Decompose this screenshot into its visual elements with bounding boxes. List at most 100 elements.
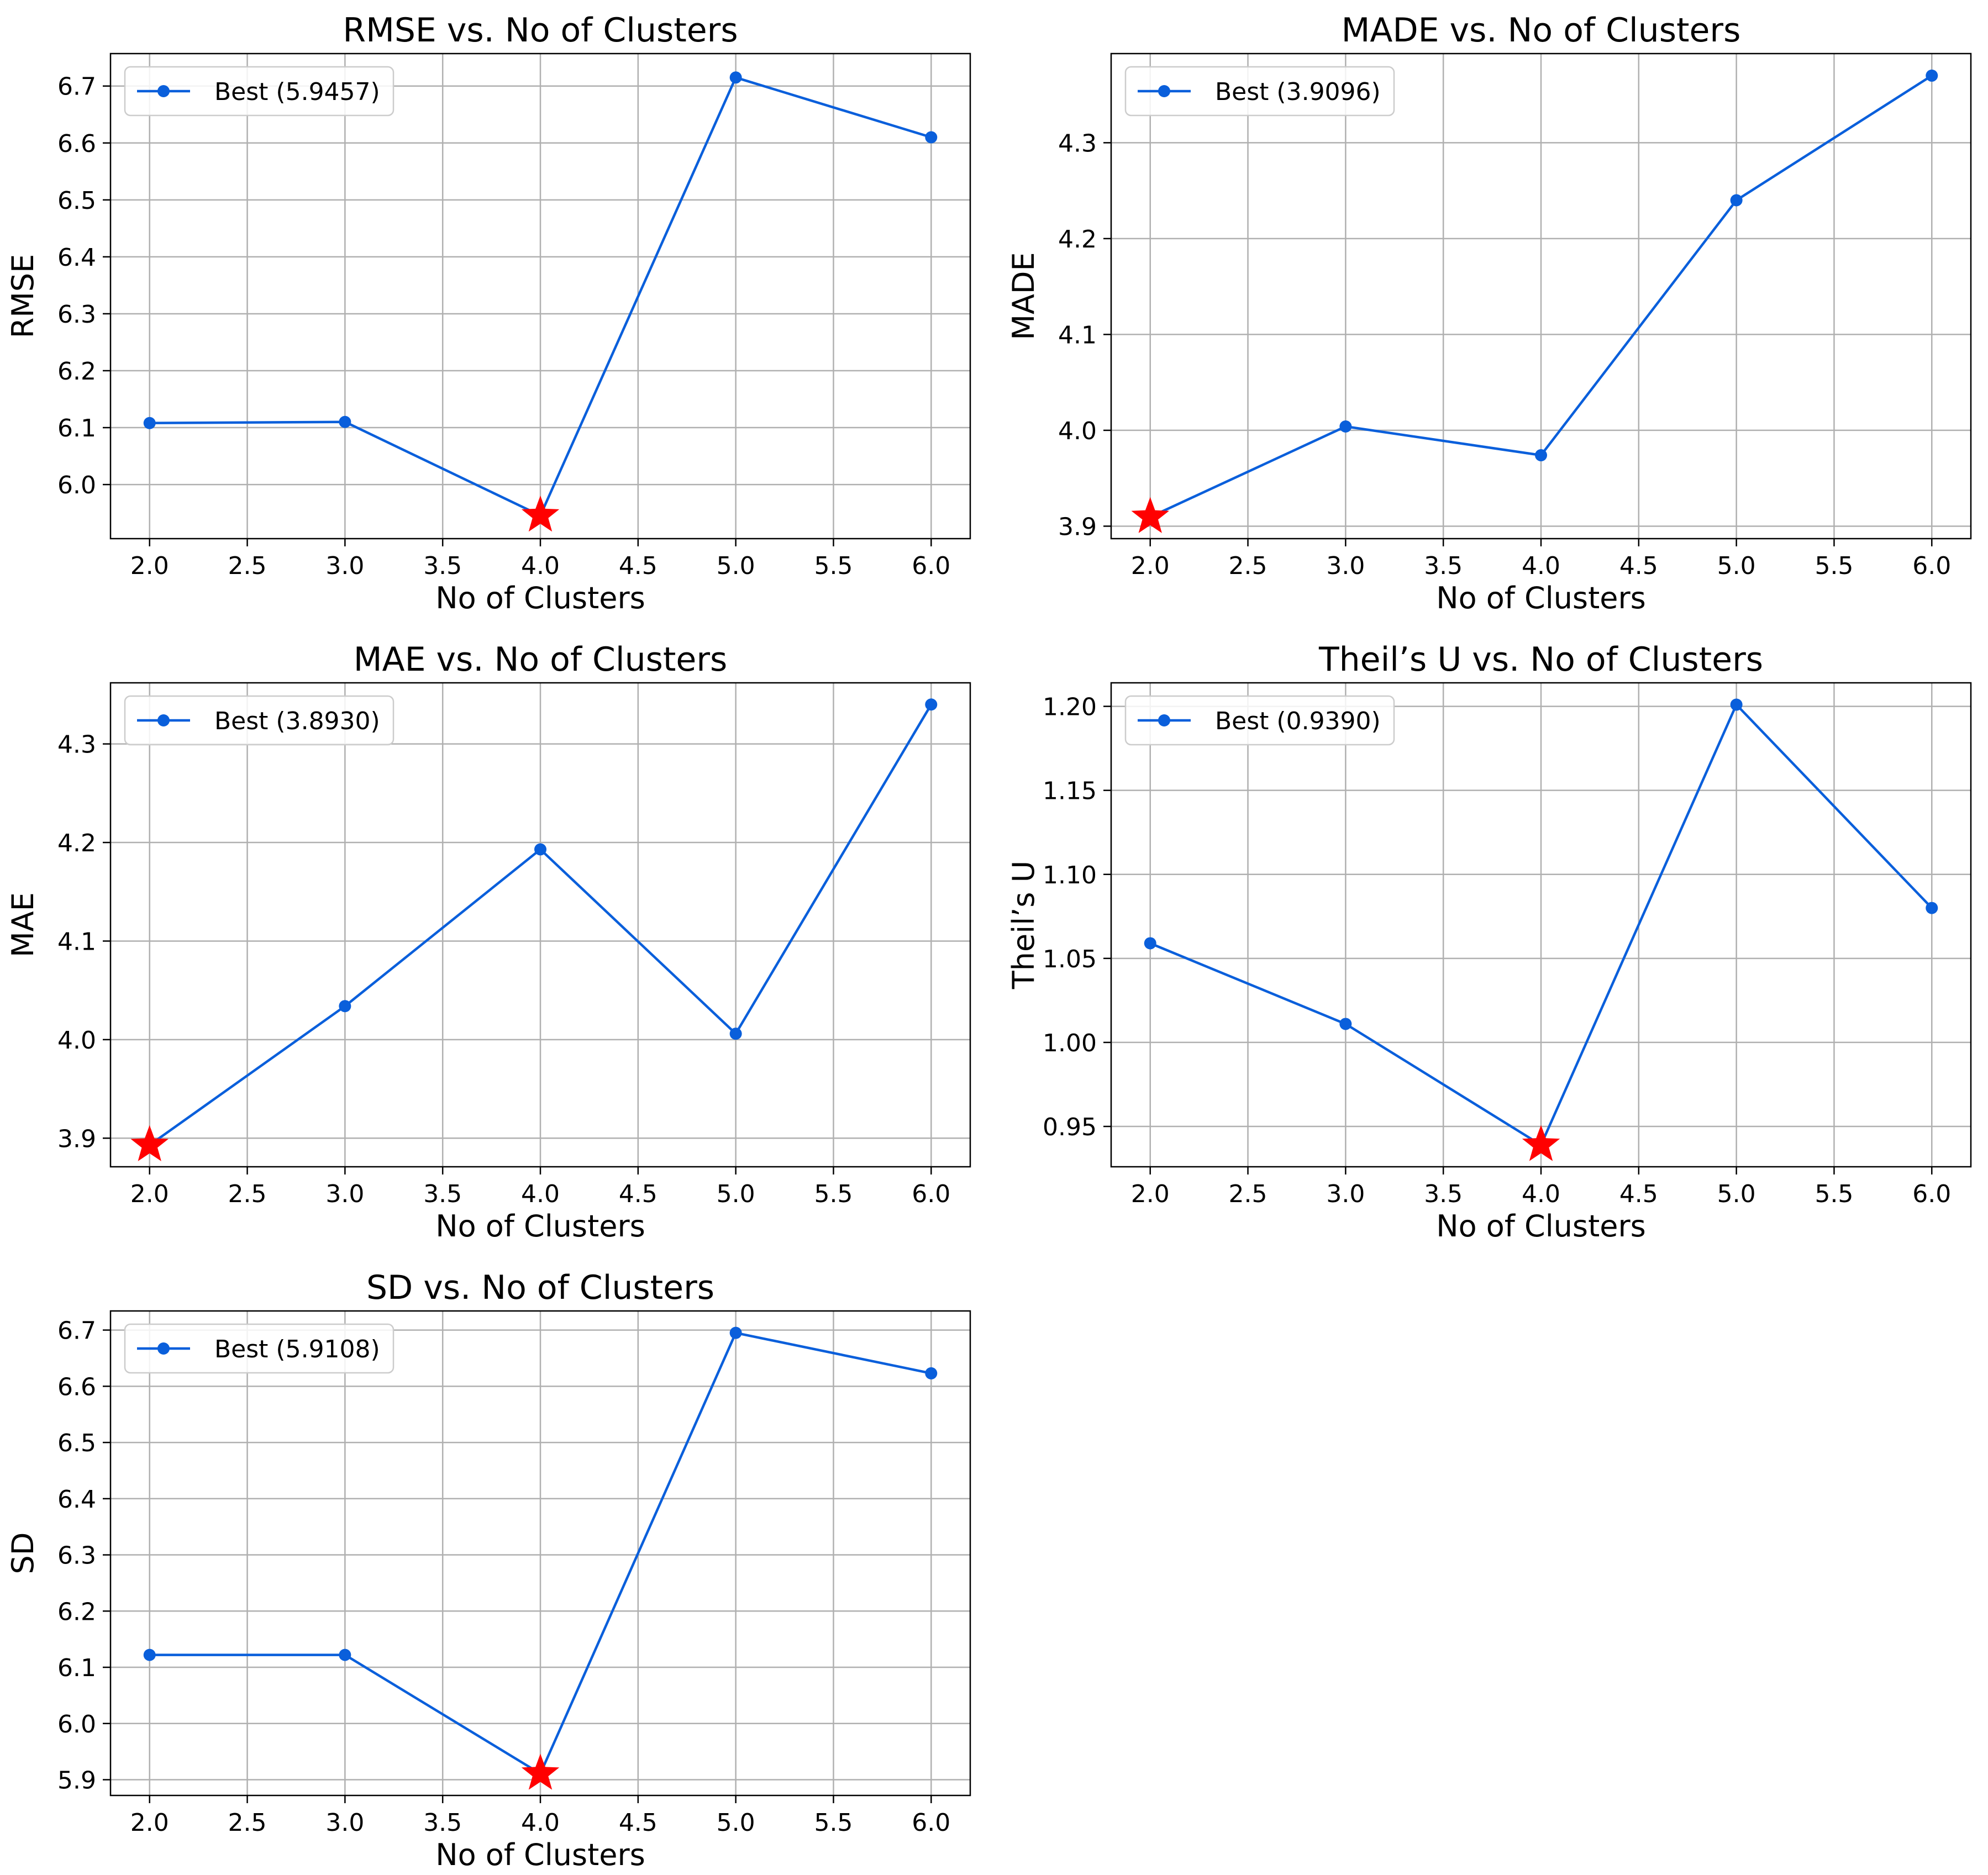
x-tick-label: 6.0 xyxy=(912,1180,950,1208)
y-tick-label: 6.2 xyxy=(57,1598,96,1626)
chart-panel: 2.0 2.5 3.0 3.5 4.0 4.5 5.0 5.5 6.0 6.0 6.1 6.2 6.3 6… xyxy=(6,11,971,615)
y-axis-label: SD xyxy=(6,1532,40,1574)
y-tick-label: 4.0 xyxy=(57,1026,96,1055)
x-axis-label: No of Clusters xyxy=(1436,581,1646,615)
legend-box xyxy=(124,66,395,117)
y-tick-label: 6.3 xyxy=(57,1542,96,1570)
x-tick-label: 4.0 xyxy=(521,552,560,580)
legend-label: Best (5.9108) xyxy=(214,1335,380,1363)
x-tick-label: 3.5 xyxy=(423,552,462,580)
y-tick-label: 1.05 xyxy=(1043,945,1097,973)
legend-label: Best (5.9457) xyxy=(214,78,380,106)
y-tick-label: 6.6 xyxy=(57,130,96,158)
y-axis-label: RMSE xyxy=(6,254,40,339)
data-point xyxy=(339,415,351,428)
x-tick-label: 4.0 xyxy=(521,1809,560,1837)
x-tick-label: 3.0 xyxy=(325,552,364,580)
x-tick-label: 2.0 xyxy=(130,552,169,580)
y-tick-label: 4.3 xyxy=(57,731,96,759)
data-point xyxy=(1339,420,1352,433)
legend-label: Best (0.9390) xyxy=(1215,707,1381,735)
chart-title: SD vs. No of Clusters xyxy=(366,1268,714,1307)
x-tick-label: 5.0 xyxy=(1717,552,1756,580)
y-tick-label: 1.10 xyxy=(1043,861,1097,889)
x-axis-label: No of Clusters xyxy=(435,1837,645,1872)
data-point xyxy=(534,843,546,856)
data-point xyxy=(339,1648,351,1661)
data-point xyxy=(143,1648,156,1661)
x-tick-label: 2.5 xyxy=(228,552,267,580)
y-axis-label: MADE xyxy=(1006,252,1041,340)
chart-title: RMSE vs. No of Clusters xyxy=(343,11,738,50)
x-tick-label: 4.0 xyxy=(1522,552,1560,580)
x-tick-label: 5.5 xyxy=(814,552,853,580)
data-point xyxy=(925,131,938,144)
legend-box xyxy=(124,695,395,746)
chart-panel: 2.0 2.5 3.0 3.5 4.0 4.5 5.0 5.5 6.0 0.95 1.00 1.05 1… xyxy=(1006,640,1972,1244)
data-point xyxy=(1144,937,1156,950)
x-tick-label: 3.0 xyxy=(1326,1180,1365,1208)
data-point xyxy=(1926,69,1938,82)
y-tick-label: 6.6 xyxy=(57,1373,96,1401)
y-axis-label: MAE xyxy=(6,892,40,957)
x-tick-label: 5.0 xyxy=(1717,1180,1756,1208)
y-tick-label: 6.1 xyxy=(57,1654,96,1682)
x-tick-label: 6.0 xyxy=(1912,1180,1951,1208)
x-tick-label: 3.5 xyxy=(1424,552,1463,580)
y-tick-label: 6.4 xyxy=(57,1486,96,1514)
legend-label: Best (3.9096) xyxy=(1215,78,1381,106)
legend-box xyxy=(1124,695,1395,746)
x-axis-label: No of Clusters xyxy=(435,581,645,615)
x-tick-label: 4.5 xyxy=(619,1180,658,1208)
data-point xyxy=(729,71,742,84)
x-tick-label: 3.5 xyxy=(423,1809,462,1837)
x-tick-label: 2.5 xyxy=(228,1180,267,1208)
data-point xyxy=(729,1028,742,1040)
x-tick-label: 2.5 xyxy=(1229,552,1268,580)
best-star-marker xyxy=(521,496,560,532)
y-tick-label: 0.95 xyxy=(1043,1113,1097,1141)
y-tick-label: 6.5 xyxy=(57,187,96,215)
y-tick-label: 4.1 xyxy=(1058,321,1097,349)
legend-marker-swatch xyxy=(1158,85,1170,97)
data-point xyxy=(1730,194,1743,207)
y-axis-label: Theil’s U xyxy=(1006,861,1041,989)
x-tick-label: 5.0 xyxy=(717,1809,755,1837)
y-tick-label: 4.0 xyxy=(1058,417,1097,445)
chart-panel: 2.0 2.5 3.0 3.5 4.0 4.5 5.0 5.5 6.0 3.9 4.0 4.1 4.2 4… xyxy=(1006,11,1972,615)
x-tick-label: 3.5 xyxy=(1424,1180,1463,1208)
x-tick-label: 2.0 xyxy=(130,1809,169,1837)
best-star-marker xyxy=(1522,1125,1560,1161)
x-tick-label: 2.0 xyxy=(1131,552,1170,580)
x-tick-label: 4.5 xyxy=(619,552,658,580)
x-axis-label: No of Clusters xyxy=(1436,1209,1646,1244)
x-tick-label: 6.0 xyxy=(912,552,950,580)
y-tick-label: 6.7 xyxy=(57,73,96,101)
data-point xyxy=(925,698,938,711)
chart-panel: 2.0 2.5 3.0 3.5 4.0 4.5 5.0 5.5 6.0 5.9 6.0 6.1 6.2 6… xyxy=(6,1268,971,1872)
y-tick-label: 4.1 xyxy=(57,928,96,956)
y-tick-label: 4.3 xyxy=(1058,129,1097,157)
data-point xyxy=(143,417,156,429)
y-tick-label: 1.00 xyxy=(1043,1029,1097,1057)
y-tick-label: 5.9 xyxy=(57,1767,96,1795)
x-tick-label: 2.5 xyxy=(228,1809,267,1837)
x-axis-label: No of Clusters xyxy=(435,1209,645,1244)
y-tick-label: 6.0 xyxy=(57,1710,96,1739)
data-point xyxy=(339,1000,351,1013)
x-tick-label: 3.0 xyxy=(1326,552,1365,580)
y-tick-label: 4.2 xyxy=(57,829,96,857)
x-tick-label: 2.0 xyxy=(130,1180,169,1208)
chart-title: Theil’s U vs. No of Clusters xyxy=(1318,640,1763,679)
y-tick-label: 4.2 xyxy=(1058,225,1097,254)
x-tick-label: 5.5 xyxy=(814,1809,853,1837)
legend-label: Best (3.8930) xyxy=(214,707,380,735)
y-tick-label: 6.7 xyxy=(57,1317,96,1345)
y-tick-label: 6.0 xyxy=(57,471,96,499)
x-tick-label: 5.0 xyxy=(717,552,755,580)
chart-panel: 2.0 2.5 3.0 3.5 4.0 4.5 5.0 5.5 6.0 3.9 4.0 4.1 4.2 4… xyxy=(6,640,971,1244)
x-tick-label: 3.0 xyxy=(325,1809,364,1837)
y-tick-label: 6.2 xyxy=(57,357,96,386)
x-tick-label: 4.5 xyxy=(1619,552,1658,580)
